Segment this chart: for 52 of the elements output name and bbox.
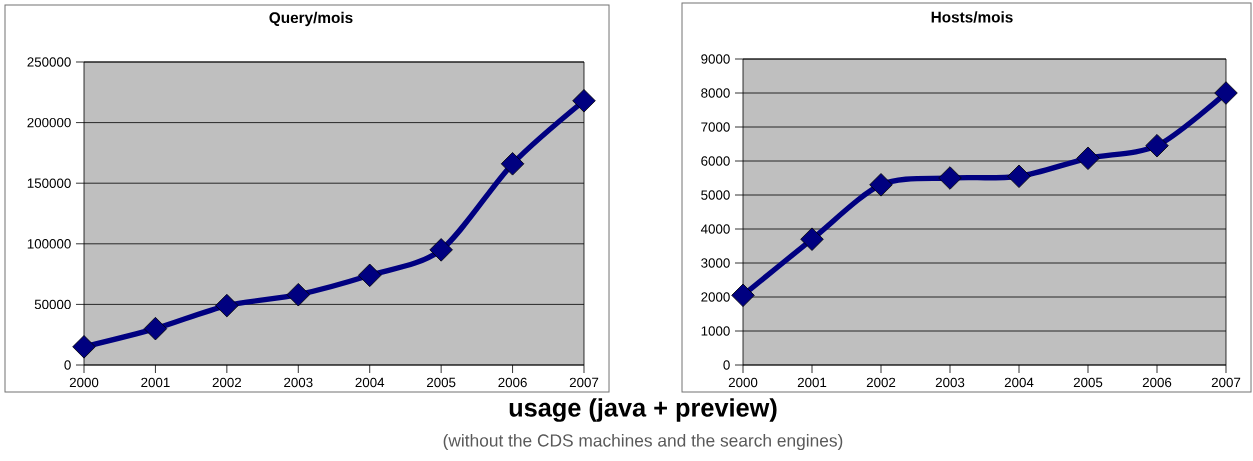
x-tick-label: 2004 (355, 377, 385, 388)
y-tick-label: 5000 (701, 190, 730, 200)
x-tick-label: 2000 (69, 377, 99, 388)
point (429, 238, 453, 262)
point (572, 89, 596, 113)
point (1214, 81, 1238, 105)
point (800, 227, 824, 251)
point (869, 173, 893, 197)
y-tick-label: 6000 (701, 156, 730, 166)
chart-title: Hosts/mois (931, 11, 1013, 23)
y-tick-label: 3000 (701, 258, 730, 268)
y-tick-label: 150000 (27, 178, 71, 188)
y-tick-label: 9000 (701, 54, 730, 64)
y-tick-label: 2000 (701, 292, 730, 302)
x-tick-label: 2004 (1004, 377, 1034, 388)
x-tick-label: 2001 (797, 377, 827, 388)
point (1145, 133, 1169, 158)
y-tick-label: 0 (723, 360, 730, 370)
x-tick-label: 2007 (569, 377, 599, 388)
y-tick-label: 8000 (701, 88, 730, 98)
point (143, 316, 168, 341)
point (500, 152, 525, 176)
point (1076, 146, 1100, 170)
x-tick-label: 2002 (866, 377, 896, 388)
point (731, 283, 755, 308)
y-tick-label: 0 (64, 360, 71, 370)
x-tick-label: 2006 (1142, 377, 1172, 388)
y-tick-label: 50000 (34, 299, 71, 310)
point (358, 263, 382, 288)
x-tick-label: 2003 (284, 377, 313, 388)
point (215, 293, 239, 318)
y-tick-label: 1000 (701, 326, 730, 336)
point (72, 335, 96, 359)
x-tick-label: 2002 (212, 377, 242, 388)
point (1007, 164, 1031, 189)
text: usage (java + preview) (509, 398, 777, 422)
x-tick-label: 2001 (141, 377, 170, 388)
x-tick-label: 2005 (1073, 377, 1103, 388)
point (938, 166, 962, 190)
point (286, 282, 310, 307)
x-tick-label: 2005 (426, 377, 456, 388)
y-tick-label: 200000 (27, 117, 71, 128)
text: (without the CDS machines and the search engines) (443, 433, 843, 451)
x-tick-label: 2006 (498, 377, 527, 388)
y-tick-label: 4000 (700, 224, 730, 234)
y-tick-label: 250000 (27, 57, 71, 67)
y-tick-label: 100000 (27, 239, 71, 249)
x-tick-label: 2003 (935, 377, 965, 388)
x-tick-label: 2000 (728, 377, 758, 388)
x-tick-label: 2007 (1211, 377, 1241, 388)
y-tick-label: 7000 (701, 122, 730, 132)
chart-title: Query/mois (269, 11, 353, 27)
